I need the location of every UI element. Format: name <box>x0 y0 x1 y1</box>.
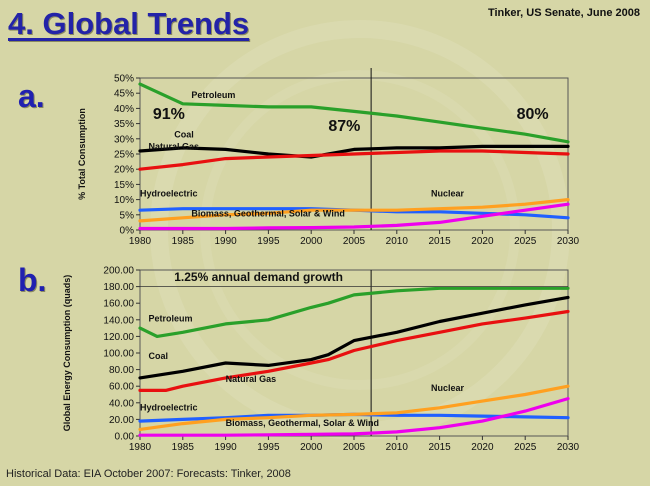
y-tick-label-b: 0.00 <box>115 432 135 443</box>
y-tick-label-b: 140.00 <box>103 315 134 326</box>
x-tick-label-a: 1995 <box>257 236 280 247</box>
x-tick-label-b: 2005 <box>343 442 366 453</box>
y-tick-label-b: 60.00 <box>109 382 134 393</box>
y-tick-label-b: 160.00 <box>103 299 134 310</box>
series-label-natural_gas: Natural Gas <box>226 374 277 384</box>
y-axis-label-a: % Total Consumption <box>77 108 87 200</box>
series-line-petroleum <box>138 286 570 338</box>
x-tick-label-a: 2000 <box>300 236 323 247</box>
y-tick-label-b: 120.00 <box>103 332 134 343</box>
page-title: 4. Global Trends <box>8 6 250 41</box>
x-tick-label-b: 1995 <box>257 442 280 453</box>
series-line-coal <box>138 295 570 380</box>
y-tick-label-b: 80.00 <box>109 365 134 376</box>
x-tick-label-b: 1980 <box>129 442 152 453</box>
x-tick-label-a: 2005 <box>343 236 366 247</box>
annotation-a-0: 91% <box>153 106 185 123</box>
series-line-natural_gas <box>138 149 570 171</box>
y-tick-label-b: 40.00 <box>109 398 134 409</box>
series-label-hydroelectric: Hydroelectric <box>140 402 198 412</box>
chart-b: 0.00 20.00 40.00 60.00 80.00 100.00 120.00 140.… <box>62 266 580 454</box>
x-tick-label-a: 2020 <box>471 236 494 247</box>
x-tick-label-b: 2025 <box>514 442 537 453</box>
x-tick-label-b: 2030 <box>557 442 580 453</box>
y-tick-label-a: 0% <box>120 226 135 237</box>
y-tick-label-a: 25% <box>114 150 134 161</box>
y-tick-label-a: 50% <box>114 74 134 85</box>
annotation-a-2: 80% <box>517 106 549 123</box>
y-tick-label-a: 5% <box>120 210 135 221</box>
series-label-natural_gas: Natural Gas <box>149 141 200 151</box>
y-tick-label-a: 10% <box>114 195 134 206</box>
panel-label-b: b. <box>18 262 47 298</box>
x-tick-label-a: 2010 <box>386 236 409 247</box>
series-label-nuclear: Nuclear <box>431 383 465 393</box>
y-tick-label-b: 100.00 <box>103 349 134 360</box>
series-label-biomass: Biomass, Geothermal, Solar & Wind <box>191 208 344 218</box>
x-tick-label-b: 2010 <box>386 442 409 453</box>
y-axis-label-b: Global Energy Consumption (quads) <box>62 275 72 432</box>
y-tick-label-a: 20% <box>114 165 134 176</box>
series-label-petroleum: Petroleum <box>191 90 235 100</box>
x-tick-label-b: 2020 <box>471 442 494 453</box>
x-tick-label-a: 2015 <box>428 236 451 247</box>
x-tick-label-a: 2025 <box>514 236 537 247</box>
series-label-coal: Coal <box>149 351 169 361</box>
series-line-coal <box>138 144 570 159</box>
series-line-natural_gas <box>138 309 570 392</box>
series-label-coal: Coal <box>174 129 194 139</box>
y-tick-label-a: 30% <box>114 134 134 145</box>
x-tick-label-b: 2015 <box>428 442 451 453</box>
y-tick-label-b: 180.00 <box>103 282 134 293</box>
series-line-nuclear <box>138 198 570 223</box>
series-line-petroleum <box>138 82 570 144</box>
y-tick-label-b: 20.00 <box>109 415 134 426</box>
x-tick-label-a: 1990 <box>214 236 237 247</box>
x-tick-label-b: 1990 <box>214 442 237 453</box>
y-tick-label-a: 45% <box>114 89 134 100</box>
x-tick-label-a: 1980 <box>129 236 152 247</box>
series-label-hydroelectric: Hydroelectric <box>140 189 198 199</box>
series-label-petroleum: Petroleum <box>149 313 193 323</box>
series-label-biomass: Biomass, Geothermal, Solar & Wind <box>226 418 379 428</box>
x-tick-label-a: 2030 <box>557 236 580 247</box>
footer-source: Historical Data: EIA October 2007: Forec… <box>6 468 291 480</box>
chart-a: 0% 5% 10% 15% 20% 25% 30% 35% 40% 45% 50% 1980 1985 1… <box>77 68 580 247</box>
y-tick-label-a: 40% <box>114 104 134 115</box>
series-label-nuclear: Nuclear <box>431 189 465 199</box>
x-tick-label-b: 2000 <box>300 442 323 453</box>
x-tick-label-b: 1985 <box>172 442 195 453</box>
series-line-nuclear <box>138 384 570 431</box>
y-tick-label-a: 35% <box>114 119 134 130</box>
annotation-a-1: 87% <box>328 118 360 135</box>
panel-label-a: a. <box>18 78 45 114</box>
annotation-b-0: 1.25% annual demand growth <box>174 270 343 284</box>
credit-text: Tinker, US Senate, June 2008 <box>487 7 640 19</box>
x-tick-label-a: 1985 <box>172 236 195 247</box>
series-line-biomass <box>138 397 570 437</box>
y-tick-label-b: 200.00 <box>103 266 134 277</box>
series-line-biomass <box>138 202 570 231</box>
y-tick-label-a: 15% <box>114 180 134 191</box>
